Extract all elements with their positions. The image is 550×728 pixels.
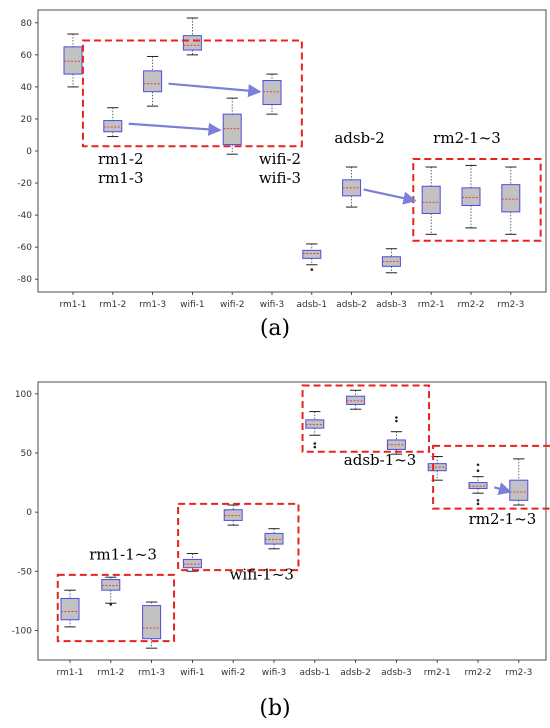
outlier-point xyxy=(313,445,317,449)
y-tick-label: 0 xyxy=(26,508,32,518)
annotation-label: adsb-1~3 xyxy=(344,451,417,469)
x-tick-label: wifi-3 xyxy=(260,300,285,310)
x-tick-label: rm1-1 xyxy=(56,668,83,678)
y-tick-label: -80 xyxy=(17,275,32,285)
highlight-region xyxy=(301,384,431,453)
outlier-point xyxy=(476,498,480,502)
annotation-label: rm1-2 xyxy=(98,150,144,168)
box xyxy=(468,482,488,489)
y-tick-label: 20 xyxy=(21,115,33,125)
box xyxy=(222,113,242,146)
box xyxy=(501,184,521,213)
outlier-point xyxy=(395,416,398,419)
annotation-label: rm2-1~3 xyxy=(469,510,537,528)
plot-frame xyxy=(37,9,547,293)
box xyxy=(264,532,284,545)
box xyxy=(262,80,282,106)
box xyxy=(60,597,80,621)
highlight-region xyxy=(432,444,550,510)
caption-b: (b) xyxy=(259,696,290,721)
x-tick-label: rm1-1 xyxy=(59,300,86,310)
annotation-label: rm1-3 xyxy=(98,169,144,187)
x-tick-label: adsb-3 xyxy=(381,668,412,678)
y-tick-label: -20 xyxy=(17,179,32,189)
box xyxy=(223,509,243,521)
outlier-point xyxy=(109,603,113,606)
outlier-point xyxy=(395,419,398,423)
trend-arrow xyxy=(128,122,222,136)
y-tick-label: 60 xyxy=(21,51,33,61)
x-tick-label: adsb-2 xyxy=(340,668,371,678)
annotation-label: wifi-3 xyxy=(259,169,301,187)
x-tick-label: rm2-3 xyxy=(505,668,532,678)
x-tick-label: rm1-2 xyxy=(99,300,126,310)
box xyxy=(346,395,366,405)
x-tick-label: wifi-1 xyxy=(180,300,205,310)
trend-arrow xyxy=(168,82,262,98)
box xyxy=(421,185,441,214)
caption-a: (a) xyxy=(260,316,290,341)
box xyxy=(182,558,202,569)
x-tick-label: wifi-3 xyxy=(262,668,287,678)
box xyxy=(142,605,162,640)
x-tick-label: wifi-1 xyxy=(180,668,205,678)
x-tick-label: wifi-2 xyxy=(220,300,245,310)
x-tick-label: rm2-3 xyxy=(497,300,524,310)
box xyxy=(182,35,202,51)
box xyxy=(509,479,529,501)
x-tick-label: rm2-1 xyxy=(424,668,451,678)
box xyxy=(101,579,121,591)
y-tick-label: 50 xyxy=(21,449,33,459)
x-tick-label: adsb-1 xyxy=(299,668,330,678)
x-tick-label: wifi-2 xyxy=(221,668,246,678)
box xyxy=(302,249,322,259)
box xyxy=(305,419,325,429)
plot-frame xyxy=(37,381,547,661)
x-tick-label: rm1-2 xyxy=(97,668,124,678)
chart-b: -100 -50 0 50 100 rm1-1 rm1-2 rm1-3 wifi-1 wifi-2… xyxy=(12,381,550,678)
x-tick-label: rm2-1 xyxy=(418,300,445,310)
highlight-region xyxy=(56,573,176,643)
outlier-point xyxy=(310,268,314,271)
box xyxy=(63,46,83,75)
x-tick-label: rm2-2 xyxy=(464,668,491,678)
outlier-point xyxy=(476,502,480,506)
y-tick-label: -100 xyxy=(12,626,33,636)
y-tick-label: 100 xyxy=(15,390,32,400)
y-tick-label: -40 xyxy=(17,211,32,221)
x-tick-label: adsb-3 xyxy=(376,300,407,310)
trend-arrow xyxy=(363,188,417,205)
y-tick-label: 40 xyxy=(21,83,33,93)
y-tick-label: -50 xyxy=(17,567,32,577)
x-tick-label: rm2-2 xyxy=(457,300,484,310)
box xyxy=(143,70,163,93)
outlier-point xyxy=(476,469,480,473)
annotation-label: wifi-2 xyxy=(259,150,301,168)
y-tick-label: 0 xyxy=(26,147,32,157)
x-tick-label: adsb-2 xyxy=(336,300,367,310)
x-tick-label: rm1-3 xyxy=(138,668,165,678)
box xyxy=(103,120,123,133)
outlier-point xyxy=(476,463,480,467)
y-tick-label: 80 xyxy=(21,19,33,29)
trend-arrow xyxy=(494,482,512,496)
annotation-label: rm1-1~3 xyxy=(89,545,157,563)
x-tick-label: rm1-3 xyxy=(139,300,166,310)
annotation-label: wifi-1~3 xyxy=(230,566,294,584)
annotation-label: rm2-1~3 xyxy=(433,129,501,147)
annotation-label: adsb-2 xyxy=(334,129,384,147)
highlight-region xyxy=(81,39,303,148)
y-tick-label: -60 xyxy=(17,243,32,253)
outlier-point xyxy=(313,442,317,445)
box xyxy=(461,187,481,206)
highlight-region xyxy=(177,502,300,572)
x-tick-label: adsb-1 xyxy=(296,300,327,310)
